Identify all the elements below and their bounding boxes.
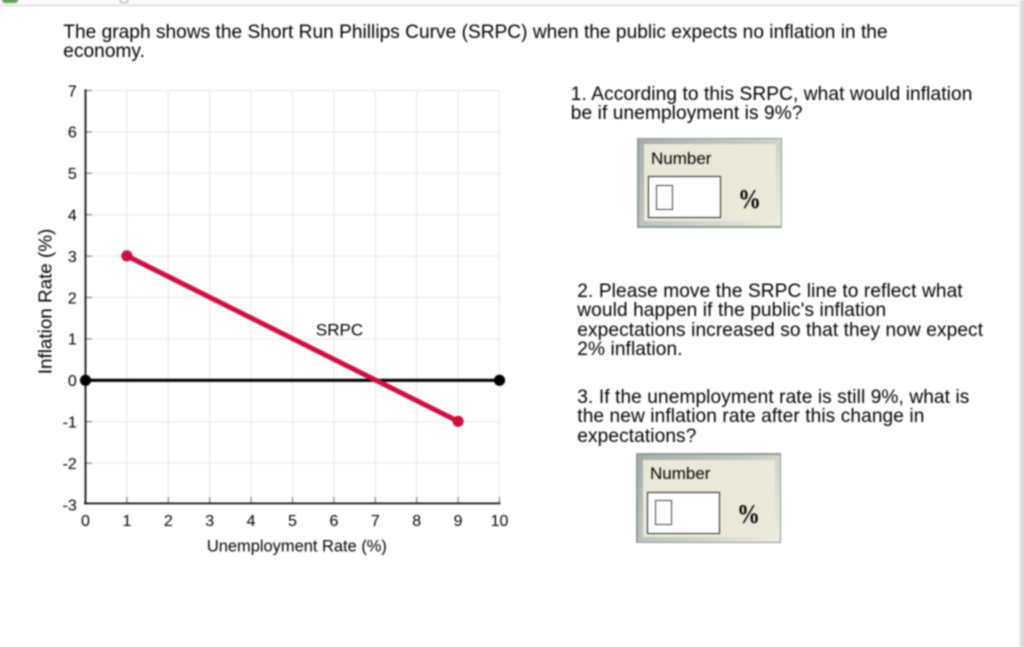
svg-text:-3: -3 bbox=[63, 497, 77, 514]
svg-text:4: 4 bbox=[247, 513, 256, 530]
svg-text:5: 5 bbox=[288, 513, 297, 530]
svg-text:2: 2 bbox=[164, 513, 173, 530]
svg-text:7: 7 bbox=[371, 513, 380, 530]
svg-text:8: 8 bbox=[412, 513, 421, 530]
svg-text:0: 0 bbox=[81, 513, 90, 530]
svg-text:1: 1 bbox=[68, 332, 77, 349]
svg-text:Inflation Rate (%): Inflation Rate (%) bbox=[36, 229, 56, 375]
svg-text:7: 7 bbox=[68, 83, 77, 100]
svg-text:SRPC: SRPC bbox=[316, 320, 363, 339]
svg-text:0: 0 bbox=[68, 373, 77, 390]
svg-text:1: 1 bbox=[122, 513, 131, 530]
svg-text:9: 9 bbox=[454, 513, 463, 530]
svg-text:6: 6 bbox=[329, 513, 338, 530]
svg-text:-1: -1 bbox=[63, 415, 77, 432]
svg-text:3: 3 bbox=[68, 249, 77, 266]
svg-text:Unemployment Rate (%): Unemployment Rate (%) bbox=[207, 538, 387, 556]
svg-text:10: 10 bbox=[491, 513, 509, 530]
svg-text:5: 5 bbox=[68, 166, 77, 183]
svg-text:2: 2 bbox=[68, 290, 77, 307]
svg-text:-2: -2 bbox=[63, 456, 77, 473]
svg-text:6: 6 bbox=[68, 125, 77, 142]
svg-text:3: 3 bbox=[205, 513, 214, 530]
svg-text:4: 4 bbox=[68, 208, 77, 225]
